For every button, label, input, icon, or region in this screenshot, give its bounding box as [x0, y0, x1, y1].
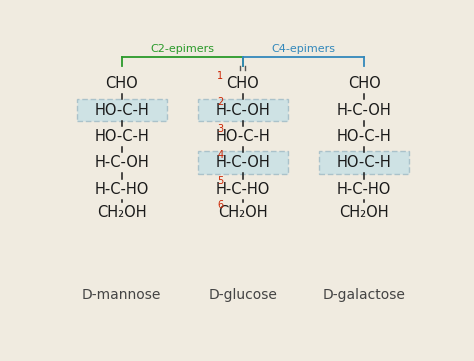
Text: HO-C-H: HO-C-H	[216, 129, 270, 144]
Text: CHO: CHO	[227, 76, 259, 91]
Text: H-C-OH: H-C-OH	[94, 155, 149, 170]
Text: D-glucose: D-glucose	[209, 288, 277, 302]
Text: HO-C-H: HO-C-H	[94, 103, 149, 118]
Text: D-galactose: D-galactose	[323, 288, 406, 302]
Text: 5: 5	[217, 177, 223, 187]
Text: H-C-HO: H-C-HO	[94, 182, 149, 197]
Text: D-mannose: D-mannose	[82, 288, 161, 302]
Text: 4: 4	[217, 150, 223, 160]
Text: 1: 1	[217, 71, 223, 81]
Text: 3: 3	[217, 124, 223, 134]
Text: C4-epimers: C4-epimers	[272, 44, 336, 55]
FancyBboxPatch shape	[319, 152, 409, 174]
Text: HO-C-H: HO-C-H	[94, 129, 149, 144]
Text: CH₂OH: CH₂OH	[339, 205, 389, 220]
Text: H-C-OH: H-C-OH	[337, 103, 392, 118]
Text: H-C-HO: H-C-HO	[216, 182, 270, 197]
FancyBboxPatch shape	[77, 99, 167, 121]
Text: CHO: CHO	[348, 76, 381, 91]
Text: CH₂OH: CH₂OH	[218, 205, 268, 220]
Text: H-C-OH: H-C-OH	[216, 155, 270, 170]
Text: H-C-HO: H-C-HO	[337, 182, 392, 197]
FancyBboxPatch shape	[198, 152, 288, 174]
FancyBboxPatch shape	[198, 99, 288, 121]
Text: H-C-OH: H-C-OH	[216, 103, 270, 118]
Text: CHO: CHO	[105, 76, 138, 91]
Text: 2: 2	[217, 97, 223, 107]
Text: HO-C-H: HO-C-H	[337, 155, 392, 170]
Text: HO-C-H: HO-C-H	[337, 129, 392, 144]
Text: CH₂OH: CH₂OH	[97, 205, 146, 220]
Text: 6: 6	[217, 200, 223, 210]
Text: C2-epimers: C2-epimers	[150, 44, 214, 55]
